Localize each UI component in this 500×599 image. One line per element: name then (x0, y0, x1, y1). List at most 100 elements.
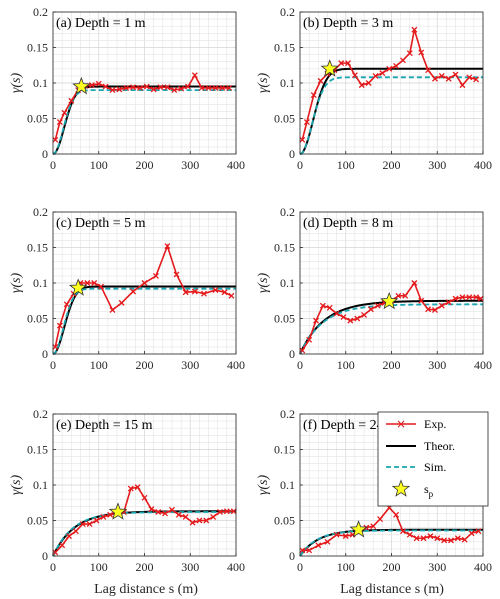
exp-point (438, 72, 445, 79)
exp-point (340, 314, 347, 321)
exp-point (107, 511, 114, 518)
exp-point (223, 508, 230, 515)
exp-point (377, 516, 384, 523)
x-tick-label: 400 (227, 358, 245, 372)
y-tick-label: 0.1 (33, 76, 48, 90)
axes-frame (52, 211, 237, 355)
x-tick-label: 0 (297, 158, 303, 172)
panel-title: (b) Depth = 3 m (303, 16, 393, 31)
exp-point (379, 70, 386, 77)
exp-point (473, 76, 480, 83)
y-tick-label: 0.1 (280, 478, 295, 492)
exp-point (228, 292, 235, 299)
exp-point (445, 299, 452, 306)
sim-curve (299, 303, 483, 355)
y-tick-label: 0.15 (27, 443, 48, 457)
exp-point (189, 519, 196, 526)
exp-point (182, 513, 189, 520)
exp-point (212, 85, 219, 91)
exp-point (333, 531, 340, 538)
x-tick-label: 400 (474, 358, 492, 372)
sim-curve (52, 511, 236, 557)
theor-curve (299, 67, 483, 155)
exp-point (134, 484, 141, 491)
exp-point (221, 289, 228, 296)
sp-star (108, 502, 128, 520)
exp-point (333, 310, 340, 317)
exp-point (418, 49, 425, 56)
x-tick-label: 0 (50, 560, 56, 574)
sim-curve (299, 529, 483, 557)
axes-frame (299, 11, 484, 155)
exp-point (413, 535, 420, 542)
y-tick-label: 0.1 (280, 76, 295, 90)
legend-sp-star (391, 479, 411, 497)
exp-point (191, 288, 198, 295)
y-tick-label: 0.15 (274, 443, 295, 457)
exp-point (406, 50, 413, 57)
exp-point (432, 75, 438, 82)
axes-frame (52, 413, 237, 557)
exp-point (411, 280, 418, 286)
x-tick-label: 100 (337, 560, 355, 574)
exp-point (306, 547, 313, 554)
exp-point (468, 530, 475, 537)
exp-point (203, 517, 210, 524)
exp-point (168, 506, 175, 513)
exp-point (358, 82, 365, 89)
exp-point (109, 87, 116, 94)
exp-point (178, 85, 185, 92)
axes-frame (52, 11, 237, 155)
exp-point (459, 294, 466, 301)
y-tick-label: 0 (289, 147, 295, 161)
exp-point (63, 301, 70, 308)
exp-point (411, 26, 418, 33)
exp-point (212, 287, 219, 294)
panel-title: (d) Depth = 8 m (303, 216, 393, 231)
exp-point (477, 295, 484, 302)
exp-point (354, 315, 361, 322)
exp-point (56, 322, 63, 329)
panel-c: 0 100 200 300 400 0 0.05 0.1 0.15 0.2 γ(s) (c) Dept… (9, 205, 245, 372)
exp-point (370, 523, 377, 530)
axes-frame (299, 211, 484, 355)
exp-point (88, 82, 95, 89)
exp-point (324, 538, 331, 545)
exp-point (445, 75, 452, 82)
y-tick-label: 0 (42, 347, 48, 361)
exp-point (52, 549, 59, 556)
exp-point (441, 537, 448, 544)
exp-point (454, 535, 461, 542)
y-tick-label: 0.05 (274, 514, 295, 528)
x-tick-label: 400 (474, 560, 492, 574)
exp-point (351, 72, 358, 79)
panel-e: 0 100 200 300 400 0 0.05 0.1 0.15 0.2 γ(s) (e) Dept… (9, 407, 245, 574)
x-tick-label: 0 (50, 358, 56, 372)
x-tick-label: 0 (50, 158, 56, 172)
exp-point (418, 297, 425, 304)
legend-theor-label: Theor. (424, 439, 455, 453)
y-tick-label: 0.15 (27, 41, 48, 55)
exp-point (226, 85, 233, 91)
x-tick-label: 300 (428, 358, 446, 372)
exp-point (127, 485, 134, 492)
exp-point (303, 119, 310, 126)
exp-point (130, 288, 137, 295)
y-tick-label: 0 (42, 549, 48, 563)
exp-point (326, 304, 333, 311)
exp-point (130, 84, 137, 91)
x-tick-label: 300 (428, 158, 446, 172)
x-tick-label: 400 (227, 158, 245, 172)
exp-point (299, 547, 306, 554)
y-tick-label: 0.2 (33, 407, 48, 421)
x-tick-label: 400 (227, 560, 245, 574)
legend-exp-label: Exp. (424, 417, 446, 431)
exp-point (79, 521, 86, 528)
exp-point (152, 272, 159, 279)
exp-point (310, 92, 317, 99)
exp-point (201, 290, 207, 297)
exp-point (148, 506, 155, 513)
sim-curve (52, 287, 236, 355)
exp-point (143, 83, 150, 90)
